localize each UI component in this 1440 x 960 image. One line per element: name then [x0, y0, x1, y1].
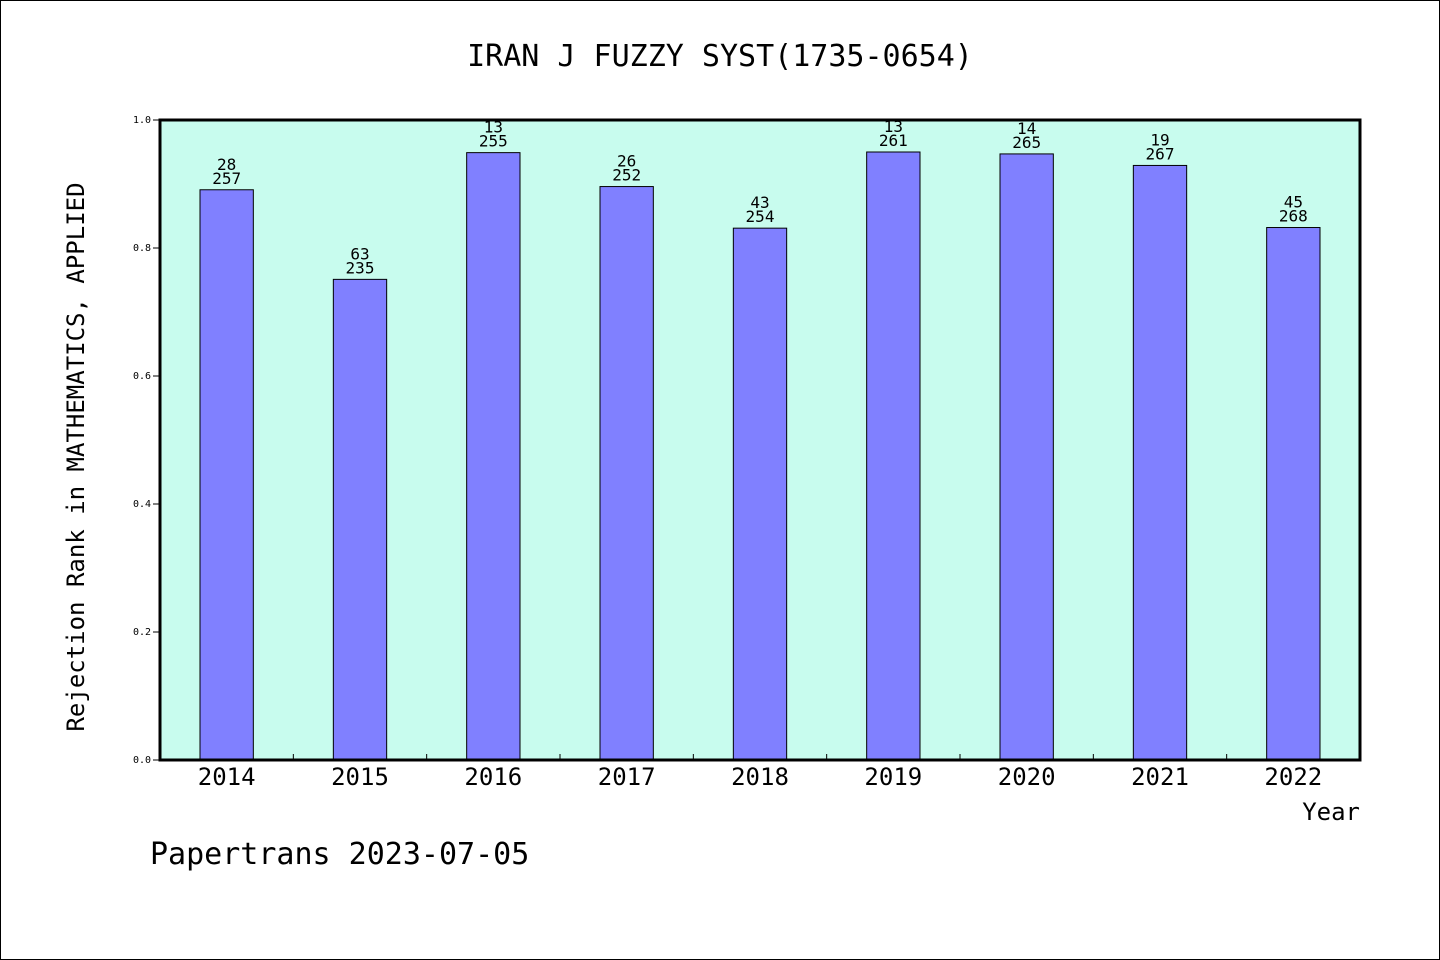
data-label-rank-2018: 43 [750, 193, 769, 212]
footer-source-date: Papertrans 2023-07-05 [150, 837, 529, 872]
data-label-total-2015: 235 [346, 258, 375, 277]
data-label-rank-2014: 28 [217, 155, 236, 174]
x-tick-label-2020: 2020 [998, 763, 1056, 791]
x-tick-label-2022: 2022 [1264, 763, 1322, 791]
chart-title: IRAN J FUZZY SYST(1735-0654) [467, 39, 973, 74]
x-tick-label-2019: 2019 [864, 763, 922, 791]
data-label-rank-2017: 26 [617, 152, 636, 171]
data-label-rank-2016: 13 [484, 118, 503, 137]
y-tick-label-0.0: 0.0 [133, 755, 151, 766]
bar-2021 [1132, 164, 1188, 761]
bar-2022 [1266, 227, 1321, 761]
bars-group [199, 151, 1321, 761]
bar-2017 [599, 186, 654, 761]
bar-2015 [332, 278, 388, 761]
y-axis: 0.0 0.2 0.4 0.6 0.8 1.0 [133, 115, 160, 766]
bar-2018 [732, 227, 788, 761]
plot-border [158, 118, 1362, 762]
bar-2019 [866, 151, 921, 761]
data-label-rank-2022: 45 [1284, 193, 1303, 212]
y-axis-label: Rejection Rank in MATHEMATICS, APPLIED [62, 182, 90, 731]
x-tick-label-2018: 2018 [731, 763, 789, 791]
y-tick-label-0.4: 0.4 [133, 499, 151, 510]
x-tick-label-2017: 2017 [598, 763, 656, 791]
data-label-total-2019: 261 [879, 131, 908, 150]
data-label-rank-2021: 19 [1150, 130, 1169, 149]
x-axis-label: Year [1302, 798, 1360, 826]
y-tick-label-0.2: 0.2 [133, 627, 151, 638]
y-tick-label-1.0: 1.0 [133, 115, 151, 126]
data-label-total-2017: 252 [612, 166, 641, 185]
x-tick-label-2014: 2014 [198, 763, 256, 791]
data-label-total-2021: 267 [1146, 144, 1175, 163]
x-tick-label-2021: 2021 [1131, 763, 1189, 791]
data-label-rank-2019: 13 [884, 117, 903, 136]
y-tick-label-0.8: 0.8 [133, 243, 151, 254]
bar-2016 [466, 152, 521, 761]
data-label-rank-2015: 63 [350, 244, 369, 263]
bar-2014 [199, 189, 254, 761]
data-label-total-2020: 265 [1012, 133, 1041, 152]
data-label-total-2014: 257 [212, 169, 241, 188]
data-label-total-2022: 268 [1279, 207, 1308, 226]
data-label-total-2018: 254 [746, 207, 775, 226]
x-tick-label-2015: 2015 [331, 763, 389, 791]
x-tick-label-2016: 2016 [464, 763, 522, 791]
y-tick-label-0.6: 0.6 [133, 371, 151, 382]
x-axis: 2014 2015 2016 2017 2018 2019 2020 2021 2022 [198, 754, 1322, 791]
data-label-rank-2020: 14 [1017, 119, 1036, 138]
bar-2020 [999, 153, 1054, 761]
data-label-total-2016: 255 [479, 132, 508, 151]
